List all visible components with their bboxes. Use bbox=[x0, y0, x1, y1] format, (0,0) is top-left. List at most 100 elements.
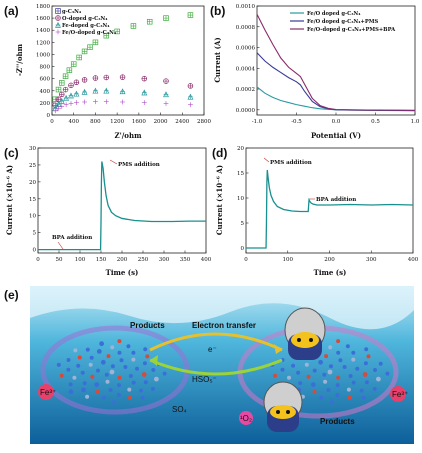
y-tick-label-b: 0.0004 bbox=[236, 66, 256, 72]
y-tick-label-b: 0.0010 bbox=[236, 4, 256, 10]
x-tick-label-b: 1.0 bbox=[411, 119, 420, 125]
x-tick-label-d: 0 bbox=[244, 257, 248, 263]
atom bbox=[336, 339, 341, 344]
data-point-a-1 bbox=[163, 78, 169, 84]
x-tick-label-a: 0 bbox=[50, 119, 54, 125]
atom bbox=[140, 395, 145, 400]
data-point-a-2 bbox=[103, 87, 110, 94]
x-tick-label-c: 350 bbox=[180, 257, 191, 263]
atom bbox=[359, 388, 364, 393]
label-hso5: HSO₅⁻ bbox=[192, 375, 217, 384]
atom bbox=[304, 362, 309, 367]
y-axis-label-b: Current (A) bbox=[213, 37, 222, 82]
atom bbox=[351, 380, 356, 385]
axis-ticks-a: 0 400 800 1200 1600 2000 2400 2800 0 200 400 600 800… bbox=[36, 4, 211, 125]
fe-ion-right-icon bbox=[390, 386, 406, 402]
atom bbox=[323, 379, 328, 384]
atom bbox=[73, 348, 78, 353]
data-point-a-3 bbox=[74, 100, 79, 105]
x-tick-label-c: 400 bbox=[201, 257, 212, 263]
y-tick-label-b: 0.0000 bbox=[236, 108, 256, 114]
legend-entry-a-1: O-doped g-C₃N₄ bbox=[62, 16, 108, 22]
data-point-a-2 bbox=[163, 91, 169, 98]
atom bbox=[142, 361, 147, 366]
legend-marker-a-1 bbox=[55, 15, 61, 21]
atom bbox=[111, 400, 116, 405]
panel-label-c: (c) bbox=[4, 146, 19, 160]
annotation-bpa-d: BPA addition bbox=[316, 197, 356, 203]
x-tick-label-b: -1.0 bbox=[252, 119, 263, 125]
atom bbox=[298, 381, 303, 386]
fe-ion-left-icon bbox=[38, 384, 54, 400]
atom bbox=[351, 350, 356, 355]
atom bbox=[291, 363, 296, 368]
atom bbox=[361, 395, 366, 400]
atom bbox=[105, 379, 110, 384]
legend-entry-a-0: g-C₃N₄ bbox=[62, 9, 82, 15]
x-tick-label-d: 400 bbox=[408, 257, 419, 263]
data-point-a-2 bbox=[141, 89, 148, 96]
panel-label-e: (e) bbox=[4, 288, 19, 302]
atom bbox=[128, 395, 132, 400]
atom bbox=[363, 361, 368, 366]
atom bbox=[99, 341, 104, 347]
atom bbox=[355, 366, 360, 371]
label-products-left: Products bbox=[130, 321, 165, 330]
atom bbox=[123, 365, 128, 369]
atom bbox=[95, 389, 100, 394]
atom bbox=[366, 354, 371, 359]
data-point-a-0 bbox=[81, 48, 88, 55]
atom bbox=[280, 367, 285, 372]
series-line-b-1 bbox=[256, 52, 416, 112]
x-tick-label-c: 150 bbox=[96, 257, 107, 263]
current-trace-d bbox=[246, 169, 414, 249]
atom bbox=[330, 400, 335, 405]
atom bbox=[96, 368, 100, 373]
atom bbox=[335, 393, 340, 397]
data-point-a-2 bbox=[81, 88, 88, 95]
singlet-oxygen-bubble bbox=[239, 411, 253, 425]
atom bbox=[117, 339, 122, 344]
atom bbox=[306, 374, 311, 379]
y-tick-label-d: 10 bbox=[237, 196, 244, 202]
data-point-a-3 bbox=[188, 102, 193, 108]
atom bbox=[85, 394, 90, 399]
legend-entry-a-3: Fe/O-doped g-C₃N₄ bbox=[62, 30, 117, 36]
atom bbox=[117, 350, 122, 355]
data-point-a-3 bbox=[82, 99, 87, 105]
atom bbox=[143, 347, 148, 352]
annotation-pms-c: PMS addition bbox=[118, 162, 160, 168]
y-tick-label-b: 0.0006 bbox=[236, 46, 256, 52]
panel-label-b: (b) bbox=[210, 4, 225, 18]
x-tick-label-c: 50 bbox=[56, 257, 63, 263]
y-tick-label-c: 15 bbox=[29, 197, 36, 203]
electron-transfer-arrow-top bbox=[149, 332, 283, 352]
atom bbox=[364, 380, 369, 385]
atom bbox=[318, 359, 323, 365]
annotation-pms-d: PMS addition bbox=[270, 160, 312, 166]
x-tick-label-a: 2400 bbox=[175, 119, 189, 125]
y-tick-label-c: 20 bbox=[29, 180, 36, 186]
panel-e: (e) Electron transfer Products Products … bbox=[4, 286, 414, 444]
atom bbox=[145, 354, 150, 359]
y-tick-label-a: 1400 bbox=[36, 28, 50, 34]
atom bbox=[336, 350, 341, 355]
data-point-a-2 bbox=[92, 87, 99, 94]
atom bbox=[110, 364, 115, 369]
data-point-a-1 bbox=[119, 74, 126, 80]
data-point-a-0 bbox=[92, 39, 99, 46]
x-tick-label-c: 300 bbox=[159, 257, 170, 263]
data-point-a-2 bbox=[119, 88, 126, 95]
y-tick-label-b: 0.0002 bbox=[236, 87, 255, 93]
atom bbox=[312, 368, 317, 373]
atom bbox=[139, 388, 143, 393]
current-trace-c bbox=[38, 161, 206, 251]
atom bbox=[85, 347, 90, 352]
data-point-a-0 bbox=[59, 80, 65, 86]
x-tick-label-b: 0.5 bbox=[371, 119, 380, 125]
atom bbox=[376, 376, 381, 382]
legend-marker-a-2 bbox=[55, 21, 61, 28]
data-point-a-3 bbox=[163, 101, 169, 106]
y-tick-label-b: 0.0008 bbox=[236, 25, 256, 31]
atom bbox=[68, 382, 73, 387]
